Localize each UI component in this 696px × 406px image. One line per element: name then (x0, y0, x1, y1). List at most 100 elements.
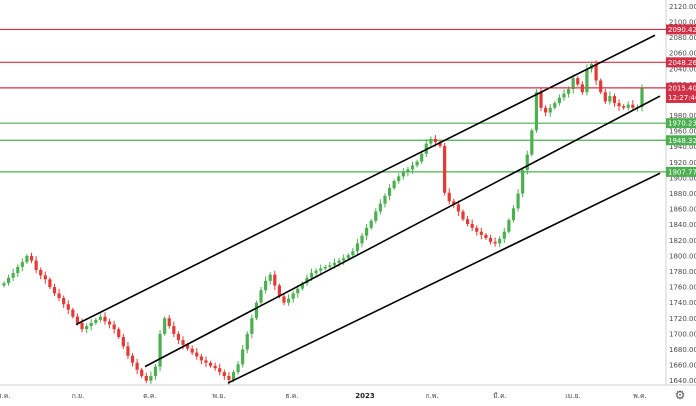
candle-body-19 (89, 322, 93, 327)
candle-body-67 (309, 273, 314, 278)
candle-body-28 (130, 355, 135, 363)
candle-body-88 (406, 169, 410, 173)
candle-body-51 (236, 364, 240, 373)
candle-body-5 (25, 255, 29, 263)
current-price-marker: 2015.405 12:27:46 (0, 82, 696, 103)
candle-body-71 (328, 265, 332, 267)
candle-body-101 (465, 219, 470, 224)
candle-body-20 (94, 319, 98, 323)
price-tick-label: 1880.000 (669, 190, 696, 198)
candle-body-1 (6, 277, 11, 284)
candle-body-87 (401, 172, 405, 177)
level-label-1: 2048.267 (668, 59, 696, 67)
candle-body-108 (498, 238, 502, 244)
candle-body-43 (199, 356, 203, 361)
candle-body-97 (447, 192, 451, 202)
candle-body-129 (594, 64, 598, 81)
candle-body-78 (360, 235, 364, 244)
candle-body-91 (420, 153, 424, 162)
candle-body-131 (603, 92, 607, 102)
candle-body-132 (608, 96, 612, 102)
candle-body-57 (264, 280, 268, 291)
level-tag-4 (666, 135, 696, 146)
level-label-5: 1907.772 (668, 168, 696, 176)
candle-body-56 (259, 290, 263, 303)
candle-body-8 (39, 269, 43, 276)
candle-body-50 (231, 372, 236, 380)
candle-body-96 (443, 145, 447, 193)
price-tick-label: 1860.000 (669, 206, 696, 214)
candle-body-36 (167, 318, 171, 327)
candle-body-100 (461, 211, 465, 220)
candle-body-7 (34, 260, 38, 270)
candle-body-124 (571, 78, 575, 90)
time-tick-label: มี.ค. (493, 392, 507, 400)
price-tick-label: 1820.000 (669, 237, 696, 245)
candle-body-122 (562, 93, 566, 98)
trend-line-0 (75, 34, 656, 326)
candle-body-113 (521, 170, 525, 194)
candle-body-2 (11, 273, 15, 278)
price-tick-label: 1940.000 (669, 143, 696, 151)
candle-body-52 (241, 349, 245, 365)
current-price-tag (666, 82, 696, 103)
candle-body-107 (493, 241, 497, 244)
candle-body-65 (300, 283, 304, 289)
candle-body-83 (383, 195, 387, 204)
candle-body-130 (599, 80, 603, 93)
candle-body-54 (250, 318, 254, 334)
candle-body-18 (85, 326, 89, 330)
time-tick-label: ต.ค. (143, 392, 157, 400)
candle-body-24 (112, 324, 116, 330)
candle-body-55 (254, 302, 259, 319)
candle-body-62 (286, 298, 291, 303)
price-tick-label: 1760.000 (669, 284, 696, 292)
candle-body-73 (337, 260, 341, 263)
candle-body-59 (273, 274, 277, 286)
level-label-4: 1948.324 (668, 137, 696, 145)
candle-body-26 (121, 336, 125, 347)
level-tag-0 (666, 24, 696, 35)
candle-body-99 (456, 204, 461, 212)
price-tick-label: 1840.000 (669, 221, 696, 229)
candle-body-114 (525, 154, 529, 171)
price-tick-label: 1640.000 (669, 377, 696, 385)
candle-body-109 (502, 231, 506, 239)
candle-body-16 (75, 316, 80, 323)
candle-body-116 (534, 92, 539, 131)
candle-body-89 (410, 165, 415, 170)
candle-body-121 (557, 97, 561, 104)
candle-body-27 (126, 346, 130, 356)
candle-body-137 (631, 104, 635, 108)
candle-body-38 (176, 333, 181, 341)
candle-body-23 (107, 321, 112, 325)
candle-body-12 (57, 293, 61, 299)
candle-body-115 (530, 130, 534, 155)
candle-body-74 (342, 258, 346, 261)
candle-body-126 (580, 84, 584, 93)
candle-body-86 (397, 176, 401, 182)
candle-body-80 (369, 220, 373, 228)
candle-body-10 (48, 279, 52, 288)
candle-body-48 (222, 372, 226, 376)
level-label-0: 2090.428 (668, 26, 696, 34)
candle-body-139 (640, 88, 644, 107)
candle-body-81 (374, 211, 378, 221)
price-tick-label: 2060.000 (669, 50, 696, 58)
candle-body-66 (305, 277, 309, 284)
candle-body-69 (319, 268, 323, 271)
candle-body-14 (66, 304, 70, 310)
price-tick-label: 1720.000 (669, 315, 696, 323)
candle-body-33 (153, 366, 158, 376)
candle-body-58 (268, 274, 272, 281)
candle-body-77 (355, 243, 360, 252)
gear-icon[interactable]: ⚙ (674, 388, 686, 402)
price-tick-label: 1680.000 (669, 346, 696, 354)
candle-body-30 (140, 369, 144, 376)
candle-body-44 (204, 360, 208, 363)
candle-body-95 (438, 142, 442, 146)
candle-body-45 (208, 362, 213, 366)
time-tick-label: พ.ค. (633, 392, 647, 400)
